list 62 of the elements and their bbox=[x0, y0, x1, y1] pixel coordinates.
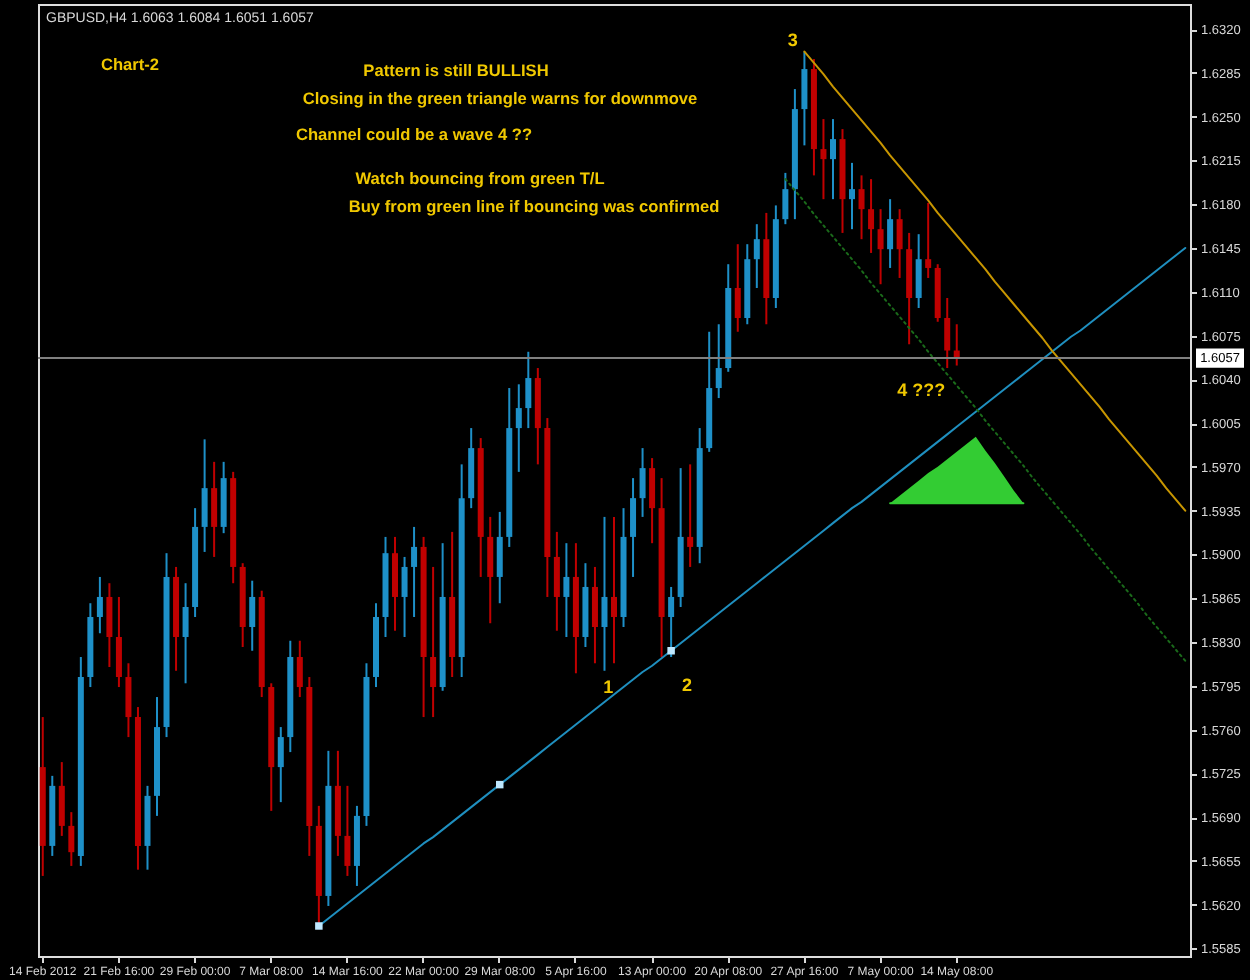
candlestick bbox=[601, 515, 608, 672]
candlestick bbox=[115, 595, 122, 689]
candlestick bbox=[525, 350, 532, 430]
candlestick bbox=[915, 233, 922, 309]
candlestick bbox=[611, 515, 617, 665]
candlestick bbox=[430, 565, 437, 719]
annotation: 1 bbox=[603, 677, 614, 698]
candlestick bbox=[687, 463, 694, 568]
candlestick bbox=[630, 477, 637, 578]
candlestick bbox=[125, 662, 132, 739]
candlestick bbox=[829, 118, 836, 201]
candlestick bbox=[211, 460, 218, 558]
annotation: Closing in the green triangle warns for downmove bbox=[302, 88, 699, 108]
annotation: Chart-2 bbox=[100, 54, 160, 74]
annotation: Buy from green line if bouncing was confirmed bbox=[348, 196, 720, 216]
candlestick bbox=[896, 208, 903, 279]
annotation: Channel could be a wave 4 ?? bbox=[295, 124, 533, 144]
candlestick bbox=[820, 118, 827, 201]
candlestick bbox=[515, 383, 522, 473]
candlestick bbox=[277, 726, 284, 804]
candlestick bbox=[68, 811, 75, 867]
candlestick bbox=[925, 201, 932, 279]
candlestick bbox=[877, 208, 884, 286]
candlestick bbox=[715, 323, 722, 400]
candlestick bbox=[553, 530, 560, 632]
candlestick bbox=[563, 542, 570, 638]
candlestick bbox=[487, 515, 494, 625]
annotation: 3 bbox=[787, 29, 798, 50]
point bbox=[315, 922, 323, 930]
line-series bbox=[784, 178, 1187, 662]
candlestick bbox=[392, 535, 399, 632]
candlestick bbox=[58, 761, 65, 837]
candlestick bbox=[591, 565, 598, 665]
candlestick bbox=[401, 555, 408, 638]
candlestick bbox=[887, 198, 894, 269]
candlestick bbox=[668, 585, 675, 659]
line-series bbox=[317, 246, 1187, 927]
candlestick bbox=[106, 582, 113, 669]
candlestick bbox=[296, 639, 303, 699]
candlestick bbox=[753, 223, 760, 289]
annotation: Watch bouncing from green T/L bbox=[355, 168, 605, 188]
annotation: Pattern is still BULLISH bbox=[363, 60, 549, 80]
candlestick bbox=[734, 243, 741, 333]
candlestick bbox=[782, 171, 789, 226]
candlestick bbox=[639, 447, 646, 518]
candlestick bbox=[868, 178, 875, 254]
candlestick bbox=[96, 575, 103, 635]
candlestick bbox=[496, 510, 503, 605]
annotation: 2 bbox=[682, 675, 693, 696]
candlestick bbox=[182, 582, 189, 685]
candlestick bbox=[649, 457, 656, 545]
candlestick bbox=[944, 296, 951, 370]
annotation: 4 ??? bbox=[897, 380, 946, 401]
candlestick bbox=[201, 438, 208, 553]
candlestick bbox=[858, 174, 865, 241]
point bbox=[667, 647, 675, 655]
candlestick bbox=[801, 50, 808, 147]
candlestick bbox=[849, 161, 856, 231]
line-series bbox=[803, 50, 1187, 512]
candlestick bbox=[411, 525, 418, 618]
candlestick bbox=[249, 579, 256, 652]
candlestick bbox=[344, 784, 351, 877]
